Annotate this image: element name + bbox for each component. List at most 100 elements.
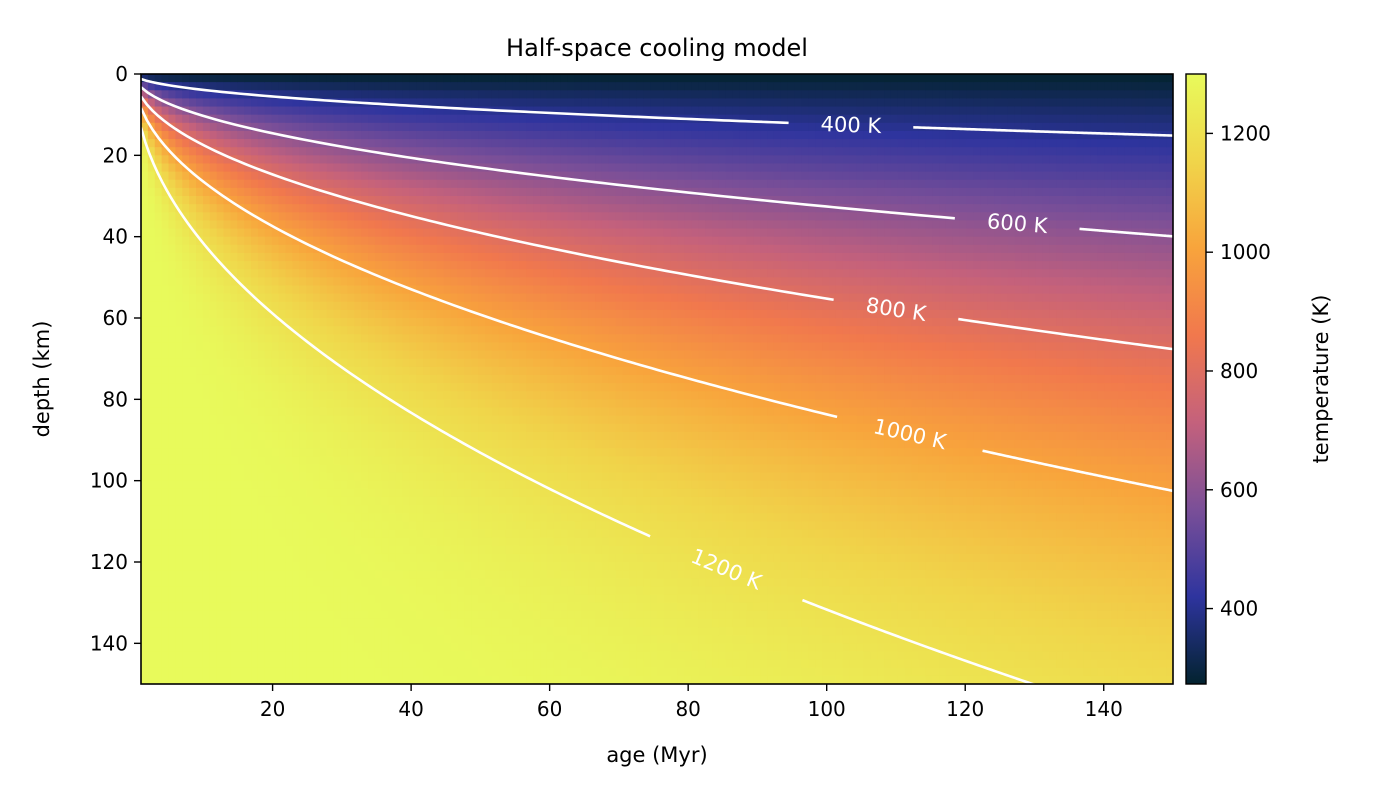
heatmap-cell	[595, 277, 603, 287]
heatmap-cell	[588, 675, 596, 684]
heatmap-cell	[588, 301, 596, 311]
heatmap-cell	[202, 456, 211, 465]
heatmap-cell	[299, 448, 307, 457]
heatmap-cell	[292, 635, 300, 644]
heatmap-cell	[560, 505, 569, 514]
heatmap-cell	[292, 114, 300, 124]
heatmap-cell	[485, 529, 493, 539]
heatmap-cell	[209, 521, 218, 531]
heatmap-cell	[216, 675, 225, 684]
heatmap-cell	[264, 391, 273, 400]
heatmap-cell	[416, 74, 424, 83]
heatmap-cell	[264, 122, 273, 132]
heatmap-cell	[264, 106, 273, 116]
heatmap-cell	[560, 350, 569, 360]
heatmap-cell	[368, 114, 376, 124]
heatmap-cell	[285, 423, 293, 433]
heatmap-cell	[478, 269, 486, 278]
heatmap-cell	[512, 496, 520, 506]
heatmap-cell	[471, 472, 479, 482]
heatmap-cell	[230, 643, 238, 653]
heatmap-cell	[381, 261, 390, 270]
heatmap-cell	[154, 545, 163, 555]
heatmap-cell	[189, 651, 197, 661]
heatmap-cell	[429, 529, 438, 539]
heatmap-cell	[560, 448, 569, 457]
heatmap-cell	[436, 366, 445, 376]
heatmap-cell	[491, 488, 500, 498]
heatmap-cell	[546, 318, 555, 327]
heatmap-cell	[574, 114, 582, 124]
heatmap-cell	[216, 204, 225, 213]
heatmap-cell	[464, 342, 472, 352]
heatmap-cell	[553, 163, 562, 173]
heatmap-cell	[464, 122, 472, 132]
heatmap-cell	[175, 139, 183, 148]
heatmap-cell	[168, 651, 176, 661]
heatmap-cell	[251, 627, 259, 636]
heatmap-cell	[512, 171, 520, 181]
heatmap-cell	[581, 635, 589, 644]
heatmap-cell	[319, 301, 328, 311]
heatmap-cell	[319, 90, 328, 99]
heatmap-cell	[491, 309, 500, 319]
heatmap-cell	[567, 261, 576, 270]
heatmap-cell	[498, 423, 507, 433]
heatmap-cell	[450, 236, 459, 246]
heatmap-cell	[175, 521, 183, 531]
heatmap-cell	[368, 236, 376, 246]
heatmap-cell	[347, 122, 355, 132]
heatmap-cell	[154, 586, 163, 596]
heatmap-cell	[251, 545, 259, 555]
heatmap-cell	[395, 586, 404, 596]
heatmap-cell	[326, 643, 335, 653]
heatmap-cell	[175, 114, 183, 124]
heatmap-cell	[264, 90, 273, 99]
heatmap-cell	[257, 594, 266, 604]
heatmap-cell	[478, 196, 486, 205]
heatmap-cell	[450, 659, 459, 669]
heatmap-cell	[464, 562, 472, 571]
heatmap-cell	[326, 545, 335, 555]
heatmap-cell	[292, 399, 300, 409]
heatmap-cell	[533, 496, 541, 506]
heatmap-cell	[251, 505, 259, 514]
heatmap-cell	[540, 269, 548, 278]
heatmap-cell	[478, 675, 486, 684]
heatmap-cell	[546, 98, 555, 108]
heatmap-cell	[381, 505, 390, 514]
heatmap-cell	[574, 602, 582, 612]
heatmap-cell	[154, 342, 163, 352]
heatmap-cell	[223, 252, 232, 262]
heatmap-cell	[533, 220, 541, 230]
heatmap-cell	[189, 244, 197, 254]
heatmap-cell	[471, 505, 479, 514]
heatmap-cell	[457, 472, 465, 482]
heatmap-cell	[202, 277, 211, 287]
heatmap-cell	[251, 277, 259, 287]
heatmap-cell	[560, 147, 569, 156]
heatmap-cell	[553, 196, 562, 205]
heatmap-cell	[161, 220, 170, 230]
heatmap-cell	[306, 366, 314, 376]
heatmap-cell	[292, 431, 300, 441]
heatmap-cell	[485, 139, 493, 148]
heatmap-cell	[175, 610, 183, 620]
heatmap-cell	[319, 472, 328, 482]
heatmap-cell	[374, 90, 383, 99]
heatmap-cell	[588, 342, 596, 352]
heatmap-cell	[292, 448, 300, 457]
heatmap-cell	[560, 163, 569, 173]
heatmap-cell	[264, 179, 273, 189]
heatmap-cell	[436, 594, 445, 604]
heatmap-cell	[175, 220, 183, 230]
heatmap-cell	[299, 204, 307, 213]
heatmap-cell	[388, 627, 397, 636]
heatmap-cell	[526, 293, 534, 303]
heatmap-cell	[354, 529, 362, 539]
heatmap-cell	[223, 285, 232, 295]
heatmap-cell	[567, 618, 576, 628]
heatmap-cell	[306, 553, 314, 563]
heatmap-cell	[285, 488, 293, 498]
heatmap-cell	[512, 114, 520, 124]
